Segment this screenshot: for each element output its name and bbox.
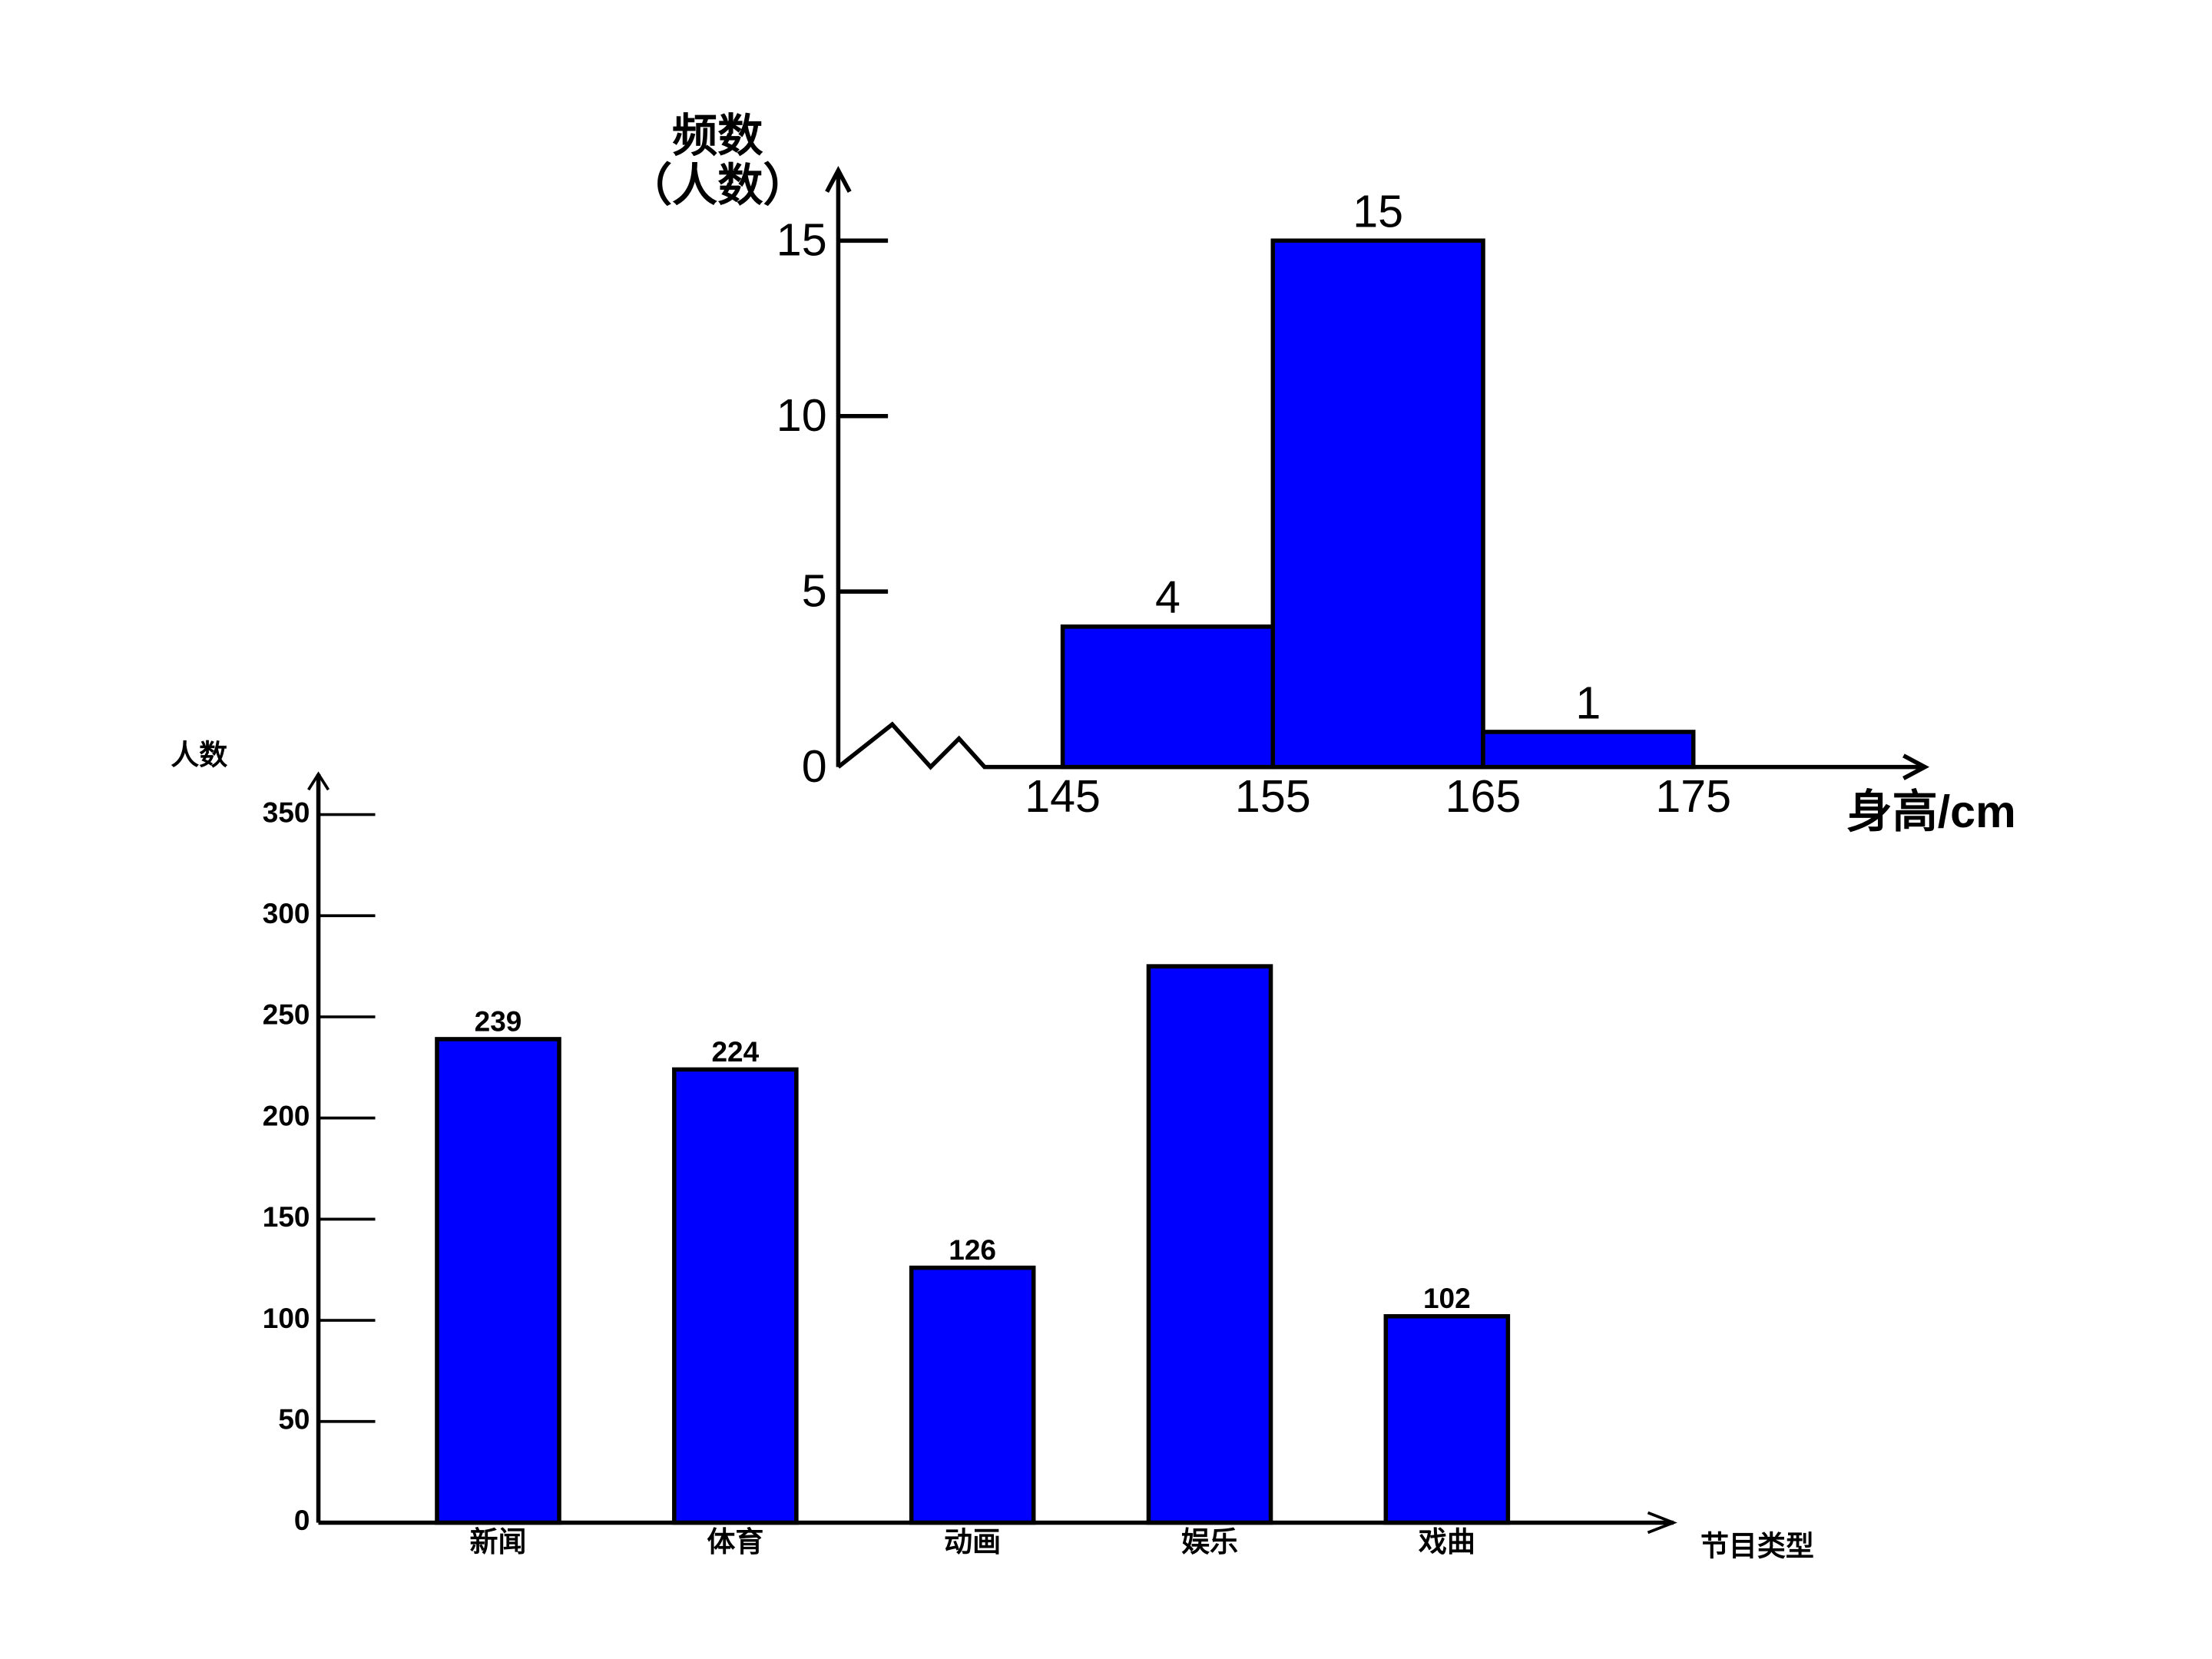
y-axis-label-note: （人数） — [627, 160, 809, 211]
x-axis-label: 身高/cm — [1846, 786, 2015, 837]
y-tick-label: 150 — [263, 1201, 310, 1233]
y-tick-label: 100 — [263, 1303, 310, 1334]
x-tick-label: 动画 — [944, 1526, 1001, 1558]
y-tick-label: 50 — [278, 1404, 310, 1435]
x-tick-label: 戏曲 — [1419, 1526, 1475, 1558]
x-tick-label: 155 — [1235, 770, 1311, 822]
bar-chart: 人数 节目类型 0 50 100 150 200 250 300 350 新闻 239 体育 224 动… — [171, 739, 1814, 1561]
bar — [1383, 1314, 1511, 1525]
value-label: 4 — [1155, 571, 1181, 623]
value-label: 1 — [1575, 677, 1601, 728]
x-axis-arrow — [1647, 1511, 1677, 1535]
value-label: 239 — [475, 1005, 522, 1037]
value-label: 15 — [1353, 186, 1403, 237]
value-label: 102 — [1423, 1283, 1471, 1314]
y-tick-label: 350 — [263, 796, 310, 828]
y-tick-label: 5 — [802, 565, 827, 617]
value-label: 224 — [711, 1036, 759, 1068]
bar — [1481, 730, 1696, 770]
x-tick-label: 娱乐 — [1181, 1526, 1238, 1558]
y-axis-arrow — [825, 166, 852, 193]
y-tick-label: 300 — [263, 898, 310, 929]
y-tick-label: 15 — [777, 214, 827, 266]
x-axis-arrow — [1902, 753, 1930, 780]
y-axis-label: 频数 — [672, 110, 763, 161]
y-axis-arrow — [307, 771, 330, 791]
x-axis-label: 节目类型 — [1700, 1531, 1814, 1562]
y-axis-label: 人数 — [171, 739, 227, 770]
bar — [435, 1037, 561, 1525]
y-tick-label: 0 — [802, 740, 827, 792]
bar — [1146, 964, 1273, 1525]
y-tick-label: 200 — [263, 1100, 310, 1131]
bar — [1270, 238, 1485, 770]
x-tick-label: 165 — [1445, 770, 1522, 822]
histogram-chart: 频数 （人数） 身高/cm 0 5 10 15 145 155 165 175 4 15 1 — [627, 110, 2016, 837]
bar — [909, 1265, 1036, 1525]
x-tick-label: 175 — [1655, 770, 1731, 822]
bar — [1060, 624, 1276, 770]
value-label: 126 — [949, 1234, 996, 1266]
x-tick-label: 新闻 — [470, 1526, 527, 1558]
bar — [672, 1067, 799, 1525]
y-tick-label: 10 — [777, 389, 827, 441]
y-tick-label: 0 — [294, 1505, 310, 1536]
x-tick-label: 145 — [1025, 770, 1101, 822]
y-tick-label: 250 — [263, 999, 310, 1031]
x-tick-label: 体育 — [707, 1526, 763, 1558]
